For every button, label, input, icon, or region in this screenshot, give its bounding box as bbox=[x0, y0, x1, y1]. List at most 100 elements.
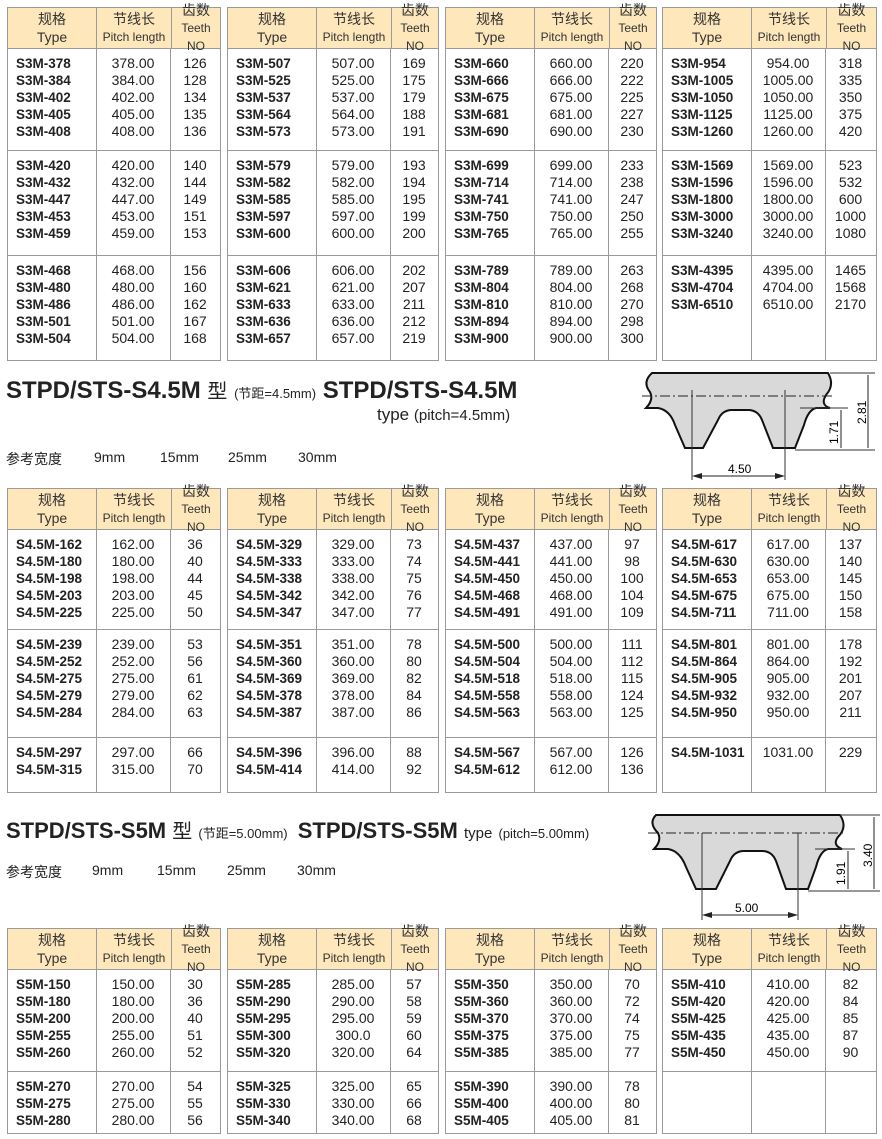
row-group: S3M-606 606.00 202 S3M-621 621.00 207 S3… bbox=[228, 256, 438, 361]
type-header: 规格 Type bbox=[446, 489, 535, 529]
s45-widths: 参考宽度 9mm 15mm 25mm 30mm bbox=[6, 449, 337, 467]
table-row: S4.5M-653 653.00 145 bbox=[663, 570, 876, 587]
table-row: S3M-1569 1569.00 523 bbox=[663, 157, 876, 174]
pitch-length: 396.00 bbox=[331, 744, 375, 760]
belt-type: S5M-275 bbox=[16, 1096, 71, 1111]
table-row: S4.5M-491 491.00 109 bbox=[446, 604, 656, 621]
belt-type: S5M-340 bbox=[236, 1113, 291, 1128]
pitch-length: 400.00 bbox=[549, 1095, 593, 1111]
type-header: 规格 Type bbox=[446, 929, 535, 969]
pitch-header: 节线长 Pitch length bbox=[752, 8, 827, 48]
belt-type: S3M-3000 bbox=[671, 209, 734, 224]
pitch-length: 162.00 bbox=[111, 536, 155, 552]
teeth-header: 齿数 Teeth NO bbox=[827, 923, 876, 974]
teeth-count: 111 bbox=[621, 636, 643, 652]
pitch-length: 180.00 bbox=[111, 993, 155, 1009]
teeth-header-cn: 齿数 bbox=[837, 483, 866, 499]
teeth-header-en: Teeth NO bbox=[618, 502, 648, 534]
table-row: S4.5M-347 347.00 77 bbox=[228, 604, 438, 621]
table-header: 规格 Type 节线长 Pitch length 齿数 Teeth NO bbox=[446, 2, 656, 53]
belt-type: S4.5M-347 bbox=[236, 605, 303, 620]
teeth-header: 齿数 Teeth NO bbox=[392, 2, 438, 53]
table-row: S3M-504 504.00 168 bbox=[8, 330, 220, 347]
belt-type: S3M-1800 bbox=[671, 192, 734, 207]
belt-type: S3M-573 bbox=[236, 124, 291, 139]
table-row: S4.5M-1031 1031.00 229 bbox=[663, 744, 876, 761]
pitch-length: 1005.00 bbox=[762, 72, 814, 88]
belt-type: S4.5M-329 bbox=[236, 537, 303, 552]
table-row: S5M-400 400.00 80 bbox=[446, 1095, 656, 1112]
pitch-header-cn: 节线长 bbox=[113, 492, 155, 508]
s45m-table-3: 规格 Type 节线长 Pitch length 齿数 Teeth NO S4.5M-… bbox=[445, 483, 657, 793]
table-row: S4.5M-297 297.00 66 bbox=[8, 744, 220, 761]
table-header: 规格 Type 节线长 Pitch length 齿数 Teeth NO bbox=[446, 923, 656, 974]
teeth-count: 238 bbox=[620, 174, 644, 190]
pitch-length: 420.00 bbox=[766, 993, 810, 1009]
belt-type: S3M-525 bbox=[236, 73, 291, 88]
table-row: S4.5M-239 239.00 53 bbox=[8, 636, 220, 653]
table-header: 规格 Type 节线长 Pitch length 齿数 Teeth NO bbox=[228, 483, 438, 534]
teeth-count: 193 bbox=[402, 157, 426, 173]
pitch-length: 300.0 bbox=[335, 1027, 371, 1043]
teeth-count: 153 bbox=[183, 225, 207, 241]
pitch-length: 491.00 bbox=[549, 604, 593, 620]
teeth-header-cn: 齿数 bbox=[837, 2, 866, 18]
teeth-count: 222 bbox=[620, 72, 644, 88]
teeth-header-cn: 齿数 bbox=[182, 923, 210, 939]
pitch-header-en: Pitch length bbox=[102, 511, 166, 525]
pitch-length: 765.00 bbox=[549, 225, 593, 241]
belt-type: S5M-280 bbox=[16, 1113, 71, 1128]
s45m-table-1: 规格 Type 节线长 Pitch length 齿数 Teeth NO S4.5M-… bbox=[7, 483, 221, 793]
teeth-count: 53 bbox=[187, 636, 203, 652]
belt-type: S4.5M-315 bbox=[16, 762, 83, 777]
table-row: S3M-1005 1005.00 335 bbox=[663, 72, 876, 89]
belt-type: S3M-789 bbox=[454, 263, 509, 278]
teeth-header-en: Teeth NO bbox=[181, 942, 211, 974]
table-row: S3M-690 690.00 230 bbox=[446, 123, 656, 140]
table-row: S3M-459 459.00 153 bbox=[8, 225, 220, 242]
belt-type: S3M-486 bbox=[16, 297, 71, 312]
pitch-length: 630.00 bbox=[766, 553, 810, 569]
table-row: S3M-420 420.00 140 bbox=[8, 157, 220, 174]
teeth-header: 齿数 Teeth NO bbox=[610, 923, 656, 974]
teeth-count: 158 bbox=[838, 604, 863, 620]
teeth-count: 72 bbox=[624, 993, 640, 1009]
table-row: S3M-741 741.00 247 bbox=[446, 191, 656, 208]
teeth-count: 84 bbox=[842, 993, 859, 1009]
belt-type: S3M-507 bbox=[236, 56, 291, 71]
teeth-count: 250 bbox=[620, 208, 644, 224]
table-body: S3M-378 378.00 126 S3M-384 384.00 128 S3… bbox=[8, 49, 220, 361]
table-row: S4.5M-180 180.00 40 bbox=[8, 553, 220, 570]
table-row: S3M-633 633.00 211 bbox=[228, 296, 438, 313]
teeth-count: 126 bbox=[620, 744, 644, 760]
pitch-header-en: Pitch length bbox=[322, 511, 386, 525]
row-group: S3M-420 420.00 140 S3M-432 432.00 144 S3… bbox=[8, 151, 220, 256]
teeth-count: 167 bbox=[183, 313, 207, 329]
type-header-cn: 规格 bbox=[38, 932, 66, 948]
teeth-count: 97 bbox=[624, 536, 640, 552]
teeth-count: 40 bbox=[187, 553, 203, 569]
belt-type: S5M-330 bbox=[236, 1096, 291, 1111]
table-row: S5M-290 290.00 58 bbox=[228, 993, 438, 1010]
belt-type: S4.5M-450 bbox=[454, 571, 521, 586]
pitch-header: 节线长 Pitch length bbox=[317, 8, 392, 48]
row-group: S4.5M-162 162.00 36 S4.5M-180 180.00 40 … bbox=[8, 530, 220, 630]
pitch-header-cn: 节线长 bbox=[768, 492, 810, 508]
teeth-count: 68 bbox=[406, 1112, 422, 1128]
belt-type: S3M-954 bbox=[671, 56, 726, 71]
pitch-length: 285.00 bbox=[331, 976, 375, 992]
table-row: S5M-295 295.00 59 bbox=[228, 1010, 438, 1027]
pitch-length: 621.00 bbox=[331, 279, 375, 295]
belt-type: S3M-1569 bbox=[671, 158, 734, 173]
pitch-length: 468.00 bbox=[111, 262, 155, 278]
pitch-header-cn: 节线长 bbox=[768, 932, 810, 948]
type-header-en: Type bbox=[36, 29, 68, 45]
pitch-length: 501.00 bbox=[111, 313, 155, 329]
svg-text:5.00: 5.00 bbox=[735, 901, 759, 915]
pitch-header-en: Pitch length bbox=[540, 30, 604, 44]
belt-type: S5M-300 bbox=[236, 1028, 291, 1043]
pitch-length: 612.00 bbox=[549, 761, 593, 777]
teeth-header-en: Teeth NO bbox=[618, 942, 648, 974]
svg-text:1.91: 1.91 bbox=[834, 861, 848, 885]
teeth-count: 156 bbox=[183, 262, 207, 278]
